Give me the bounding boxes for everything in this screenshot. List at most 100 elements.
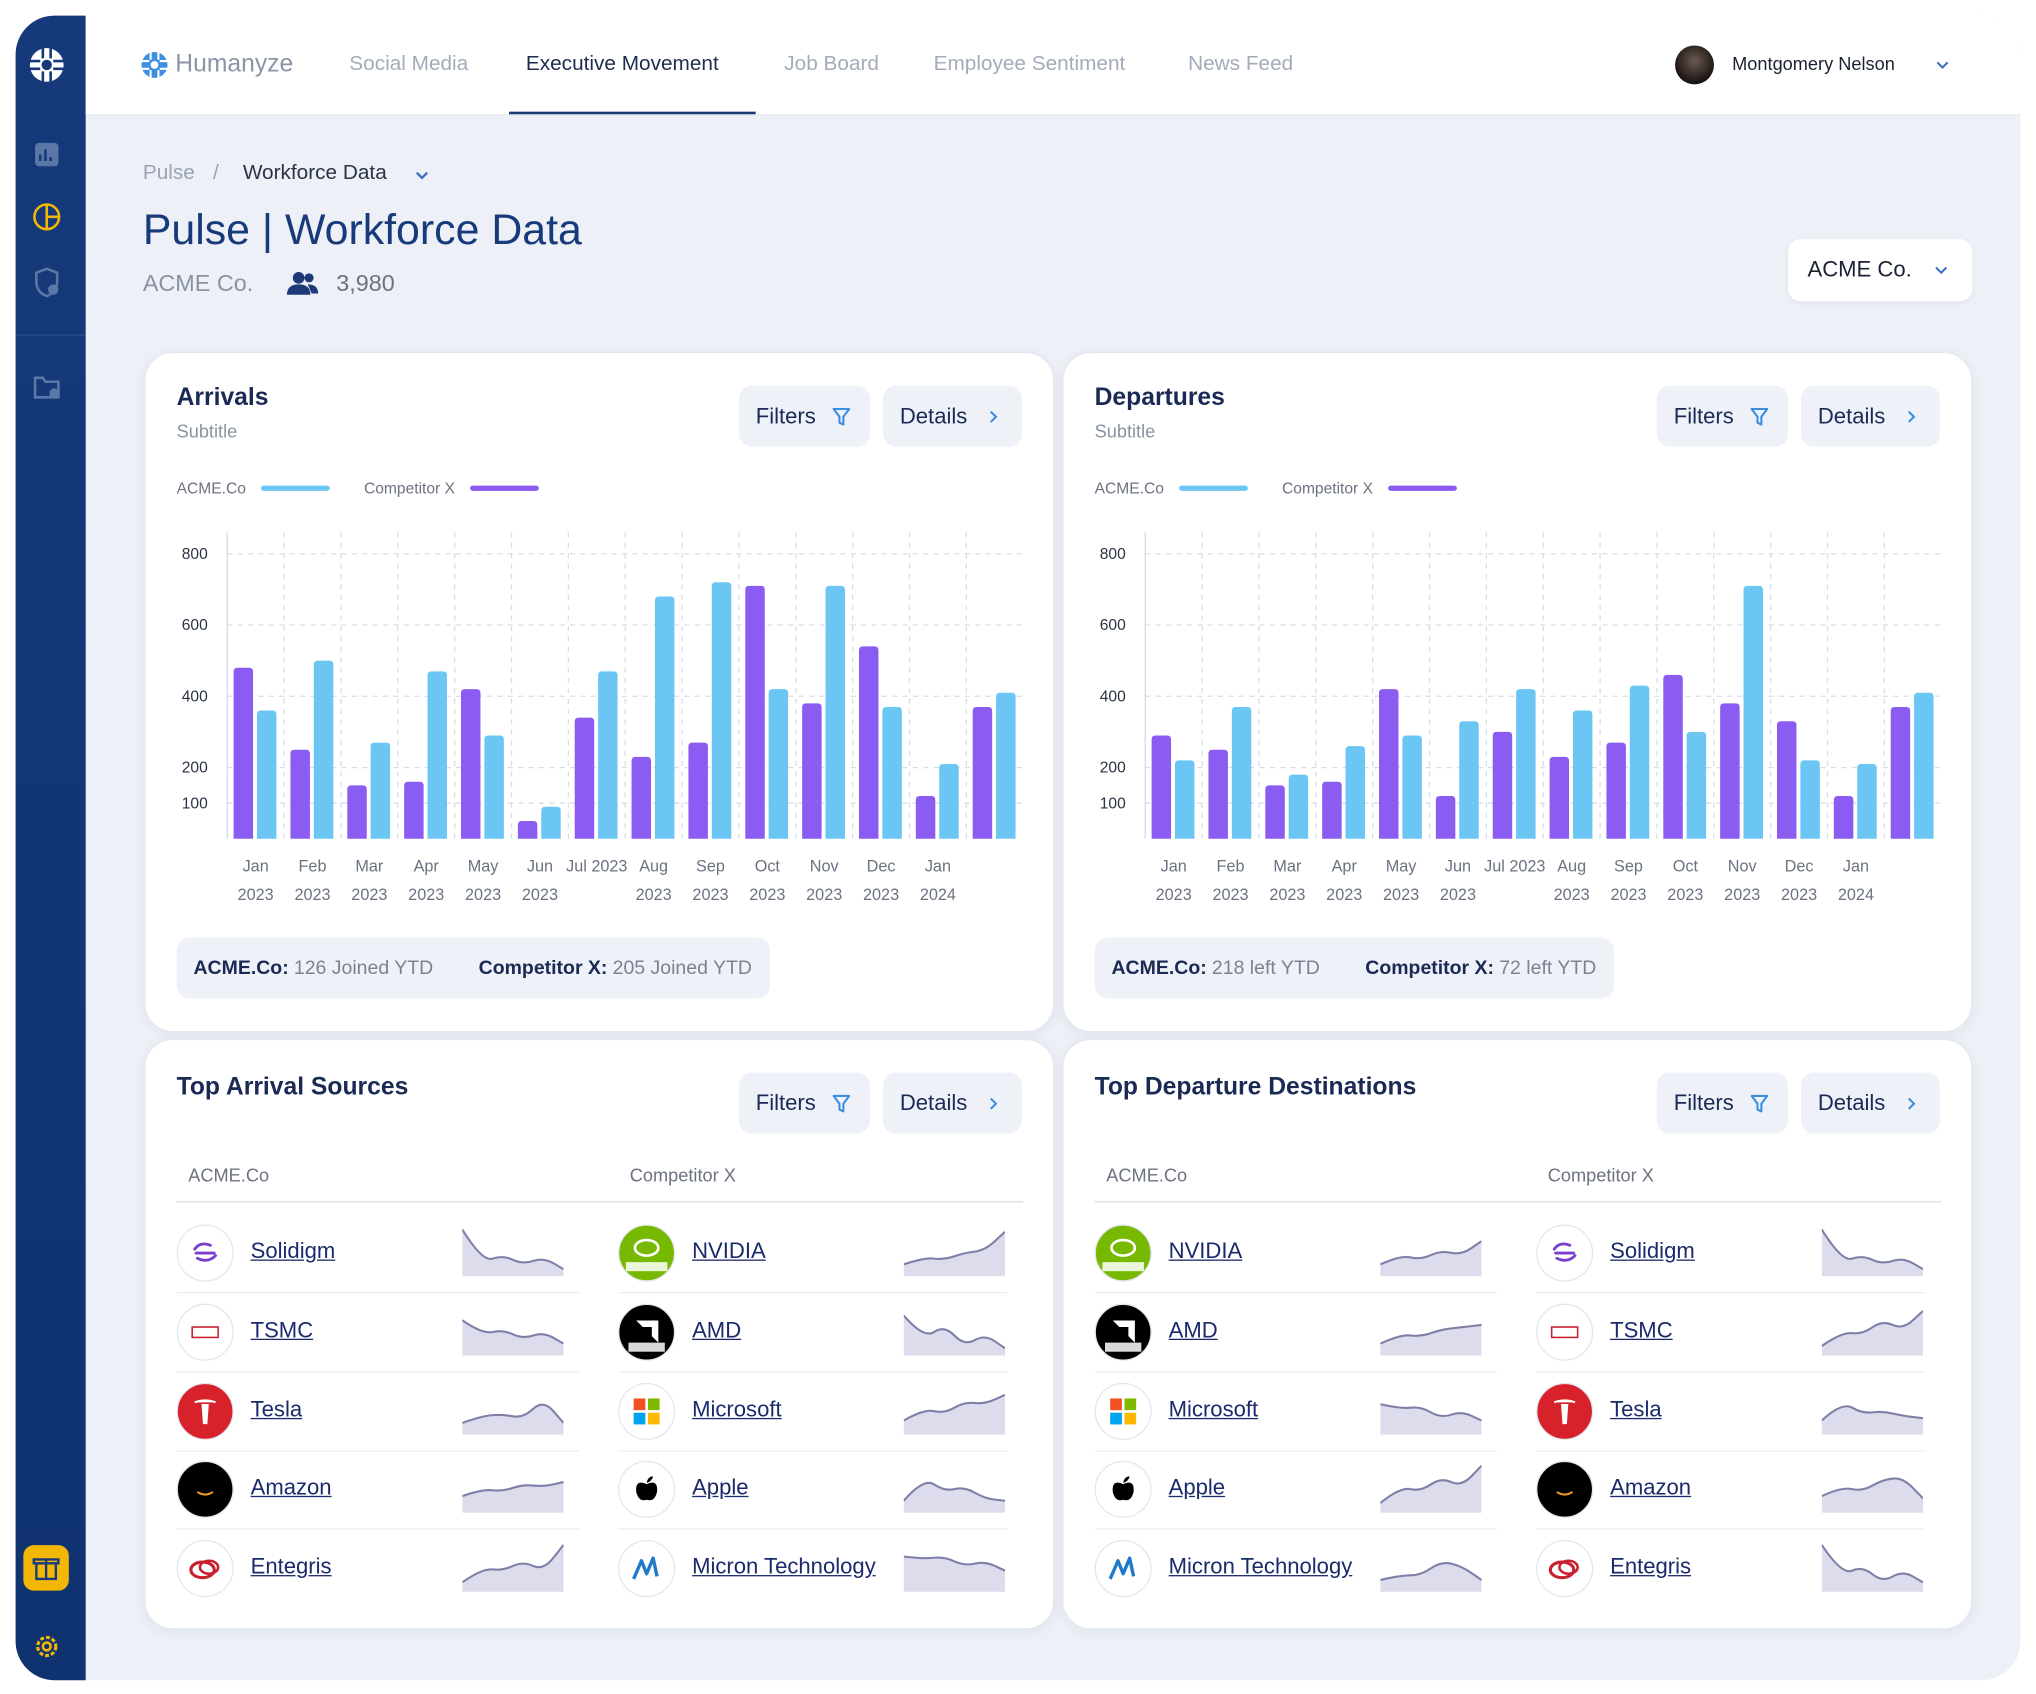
company-link[interactable]: Microsoft: [692, 1396, 782, 1422]
headcount: 3,980: [336, 270, 395, 297]
x-tick-label: Jul 2023: [566, 856, 628, 876]
details-button-label: Details: [899, 403, 968, 428]
bar: [1629, 685, 1650, 839]
row-divider: [176, 1291, 580, 1294]
logo-mark: [646, 1476, 654, 1484]
nav-icon-charts[interactable]: [35, 142, 59, 167]
bar: [370, 742, 391, 839]
x-tick-label: Dec 2023: [1781, 856, 1818, 904]
summary-text: 126 Joined YTD: [293, 956, 434, 980]
logo-inner: [1112, 1476, 1134, 1501]
x-tick-label: Jan 2024: [1837, 856, 1874, 904]
breadcrumb-current[interactable]: Workforce Data: [242, 162, 387, 185]
company-link[interactable]: Amazon: [1610, 1475, 1692, 1501]
company-logo: [1094, 1382, 1152, 1440]
company-link[interactable]: NVIDIA: [1168, 1238, 1243, 1264]
breadcrumb-root[interactable]: Pulse: [142, 162, 195, 185]
nav-icon-folder[interactable]: [33, 376, 60, 399]
card-title: Departures: [1094, 384, 1225, 412]
bar: [233, 667, 254, 839]
sparkline-line: [1821, 1404, 1924, 1421]
filters-button[interactable]: Filters: [738, 1072, 870, 1134]
details-button[interactable]: Details: [882, 1072, 1022, 1134]
company-link[interactable]: TSMC: [1610, 1317, 1673, 1343]
chevron-shape: [1907, 410, 1916, 423]
row-divider: [1094, 1370, 1498, 1373]
company-dropdown[interactable]: ACME Co.: [1787, 238, 1973, 302]
bar-chart: 100 200 400 600 800: [1100, 532, 1942, 839]
brand-name: Humanyze: [175, 50, 294, 78]
company-link[interactable]: Microsoft: [1168, 1396, 1259, 1422]
bar: [1288, 774, 1309, 839]
nav-tab[interactable]: Social Media: [349, 53, 469, 76]
company-link[interactable]: Tesla: [250, 1396, 303, 1422]
nav-tab[interactable]: Job Board: [784, 53, 879, 76]
nav-icon-settings[interactable]: [36, 1635, 58, 1658]
y-tick-label: 100: [1100, 795, 1126, 812]
sparkline-area: [462, 1229, 564, 1277]
company-link[interactable]: Entegris: [1610, 1554, 1692, 1579]
nav-tab[interactable]: Employee Sentiment: [933, 53, 1126, 76]
breadcrumb-chevron[interactable]: [414, 169, 430, 182]
company-link[interactable]: Tesla: [1610, 1396, 1662, 1422]
filters-button[interactable]: Filters: [1656, 1072, 1788, 1134]
details-button[interactable]: Details: [1800, 385, 1940, 447]
company-link[interactable]: AMD: [1168, 1317, 1218, 1343]
filters-button-label: Filters: [755, 403, 816, 428]
company-link[interactable]: Entegris: [250, 1554, 332, 1579]
logo-mark: [1553, 1398, 1576, 1424]
brand-logo: [141, 51, 168, 78]
bar: [1492, 731, 1513, 839]
logo-mark: [196, 1491, 214, 1496]
company-link[interactable]: Amazon: [250, 1475, 332, 1501]
nav-tab[interactable]: News Feed: [1188, 53, 1294, 76]
sparkline: [462, 1481, 564, 1514]
user-avatar[interactable]: [1675, 45, 1714, 85]
x-tick-label: Feb 2023: [294, 856, 331, 904]
chart-card: Departures Subtitle Filters Details ACME.Co C…: [1062, 351, 1973, 1033]
filters-button[interactable]: Filters: [1656, 385, 1788, 447]
logo-circle: [618, 1382, 676, 1440]
bar: [347, 785, 367, 839]
company-link[interactable]: Solidigm: [1610, 1238, 1695, 1264]
legend-swatch: [261, 485, 331, 491]
sparkline-area: [462, 1319, 564, 1356]
company-link[interactable]: TSMC: [250, 1317, 314, 1343]
company-name: ACME Co.: [142, 270, 254, 297]
details-button-label: Details: [899, 1090, 968, 1115]
row-divider: [176, 1370, 580, 1373]
nav-icon-security[interactable]: [35, 267, 59, 298]
sparkline-line: [462, 1544, 564, 1584]
company-link[interactable]: Apple: [1168, 1475, 1226, 1501]
sparkline-line: [1821, 1477, 1924, 1500]
bar: [858, 646, 879, 839]
logo-circle: [1536, 1539, 1594, 1598]
nav-tab[interactable]: Executive Movement: [525, 53, 719, 76]
user-name[interactable]: Montgomery Nelson: [1732, 53, 1895, 75]
company-link[interactable]: Solidigm: [250, 1238, 336, 1264]
company-link[interactable]: AMD: [692, 1317, 742, 1343]
nav-icon-pulse[interactable]: [33, 203, 61, 231]
row-divider: [176, 1449, 580, 1452]
chevron-shape: [989, 1097, 998, 1109]
top-bar: Humanyze Social Media Executive Movement J…: [85, 15, 2021, 116]
user-chevron[interactable]: [1935, 58, 1951, 71]
logo-inner: [633, 1397, 660, 1424]
x-tick-label: Nov 2023: [806, 856, 843, 904]
legend: ACME.Co Competitor X: [177, 479, 574, 497]
details-button[interactable]: Details: [882, 385, 1022, 447]
logo-circle: [1536, 1461, 1594, 1519]
logo-mark: [191, 1325, 219, 1338]
details-button[interactable]: Details: [1800, 1072, 1940, 1134]
company-link[interactable]: NVIDIA: [692, 1238, 766, 1264]
logo-circle: [1094, 1303, 1152, 1361]
bar: [1743, 585, 1763, 839]
sparkline: [1821, 1228, 1924, 1277]
company-link[interactable]: Micron Technology: [692, 1554, 876, 1579]
company-link[interactable]: Apple: [692, 1475, 749, 1501]
filters-button[interactable]: Filters: [738, 385, 870, 447]
company-dropdown-label: ACME Co.: [1807, 257, 1912, 282]
nav-icon-gift[interactable]: [23, 1545, 69, 1591]
summary-label: ACME.Co:: [193, 956, 289, 980]
company-link[interactable]: Micron Technology: [1168, 1554, 1353, 1579]
